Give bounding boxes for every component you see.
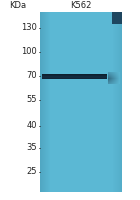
Text: 25: 25 — [26, 168, 37, 176]
Text: 100: 100 — [21, 47, 37, 56]
Text: 35: 35 — [26, 144, 37, 152]
Text: KDa: KDa — [9, 1, 27, 10]
Text: 55: 55 — [26, 96, 37, 104]
Text: 40: 40 — [26, 121, 37, 130]
Text: 130: 130 — [21, 23, 37, 32]
Text: 70: 70 — [26, 72, 37, 80]
Text: K562: K562 — [70, 1, 92, 10]
